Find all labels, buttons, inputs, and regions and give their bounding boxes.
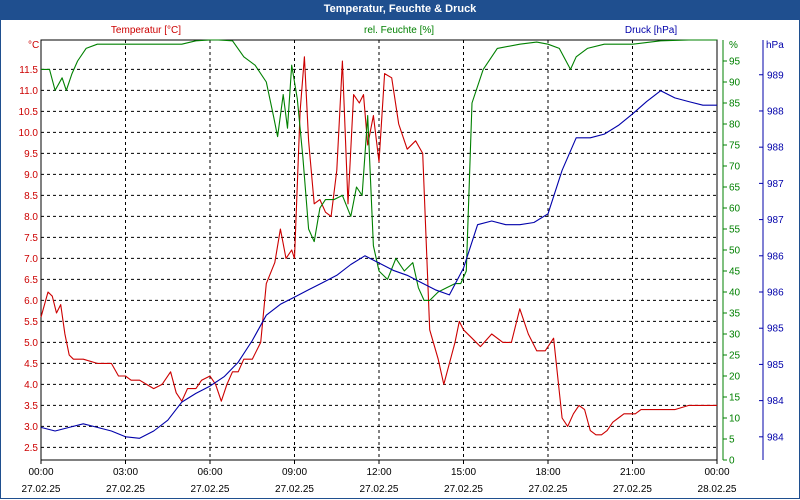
left-axis-label: Temperatur [°C] — [111, 25, 181, 36]
left-tick-label: 11.0 — [19, 86, 38, 97]
x-tick-label-date: 28.02.25 — [698, 484, 737, 495]
humidity-tick-label: 35 — [729, 309, 741, 320]
humidity-tick-label: 5 — [729, 435, 735, 446]
humidity-tick-label: 50 — [729, 246, 741, 257]
x-tick-label-date: 27.02.25 — [22, 484, 61, 495]
x-tick-label-time: 09:00 — [282, 467, 307, 478]
humidity-tick-label: 85 — [729, 99, 741, 110]
x-tick-label-date: 27.02.25 — [529, 484, 568, 495]
left-tick-label: 11.5 — [19, 65, 38, 76]
left-tick-label: 7.0 — [24, 254, 38, 265]
humidity-axis-unit: % — [729, 40, 738, 51]
left-tick-label: 5.5 — [24, 317, 38, 328]
left-tick-label: 9.0 — [24, 170, 38, 181]
series-group — [40, 39, 717, 439]
pressure-tick-label: 984 — [767, 432, 784, 443]
x-tick-label-date: 27.02.25 — [191, 484, 230, 495]
left-tick-label: 9.5 — [24, 149, 38, 160]
left-tick-label: 2.5 — [24, 443, 38, 454]
humidity-tick-label: 80 — [729, 120, 741, 131]
humidity-tick-label: 45 — [729, 267, 741, 278]
left-tick-label: 3.5 — [24, 401, 38, 412]
x-tick-label-date: 27.02.25 — [444, 484, 483, 495]
x-tick-label-time: 12:00 — [366, 467, 391, 478]
humidity-tick-label: 75 — [729, 141, 741, 152]
humidity-axis-label: rel. Feuchte [%] — [364, 25, 434, 36]
humidity-tick-label: 15 — [729, 393, 741, 404]
humidity-tick-label: 20 — [729, 372, 741, 383]
left-tick-label: 6.5 — [24, 275, 38, 286]
chart-title: Temperatur, Feuchte & Druck — [0, 0, 800, 20]
humidity-tick-label: 60 — [729, 204, 741, 215]
pressure-tick-label: 985 — [767, 360, 784, 371]
chart-area: 00:00 27.02.25 03:00 27.02.25 06:00 27.02.25 0… — [19, 25, 785, 495]
left-tick-label: 8.5 — [24, 191, 38, 202]
left-tick-label: 3.0 — [24, 422, 38, 433]
humidity-tick-label: 90 — [729, 78, 741, 89]
left-axis-unit: °C — [28, 40, 39, 51]
humidity-tick-label: 70 — [729, 162, 741, 173]
humidity-tick-label: 65 — [729, 183, 741, 194]
pressure-tick-label: 987 — [767, 215, 784, 226]
chart-frame: 00:00 27.02.25 03:00 27.02.25 06:00 27.02.25 0… — [0, 20, 800, 499]
humidity-line — [41, 39, 717, 301]
x-tick-label-date: 27.02.25 — [275, 484, 314, 495]
left-tick-label: 4.0 — [24, 380, 38, 391]
pressure-axis-label: Druck [hPa] — [625, 25, 677, 36]
pressure-tick-label: 986 — [767, 288, 784, 299]
temperature-line — [40, 56, 717, 436]
left-tick-label: 5.0 — [24, 338, 38, 349]
pressure-tick-label: 986 — [767, 251, 784, 262]
x-tick-label-date: 27.02.25 — [360, 484, 399, 495]
humidity-tick-label: 30 — [729, 330, 741, 341]
x-tick-label-time: 18:00 — [535, 467, 560, 478]
x-tick-label-time: 00:00 — [28, 467, 53, 478]
left-tick-label: 4.5 — [24, 359, 38, 370]
pressure-tick-label: 989 — [767, 70, 784, 81]
left-tick-label: 6.0 — [24, 296, 38, 307]
x-tick-label-date: 27.02.25 — [106, 484, 145, 495]
x-tick-label-time: 21:00 — [620, 467, 645, 478]
humidity-tick-label: 0 — [729, 456, 735, 467]
x-tick-label-time: 15:00 — [451, 467, 476, 478]
humidity-tick-label: 25 — [729, 351, 741, 362]
left-tick-label: 8.0 — [24, 212, 38, 223]
x-tick-label-time: 03:00 — [113, 467, 138, 478]
humidity-tick-label: 10 — [729, 414, 741, 425]
humidity-tick-label: 55 — [729, 225, 741, 236]
pressure-axis-unit: hPa — [766, 40, 784, 51]
pressure-tick-label: 988 — [767, 143, 784, 154]
left-tick-label: 7.5 — [24, 233, 38, 244]
pressure-line — [40, 90, 717, 439]
left-tick-label: 10.0 — [19, 128, 39, 139]
humidity-tick-label: 95 — [729, 57, 741, 68]
x-tick-label-date: 27.02.25 — [613, 484, 652, 495]
pressure-tick-label: 984 — [767, 396, 784, 407]
x-tick-label-time: 00:00 — [704, 467, 729, 478]
left-tick-label: 10.5 — [19, 107, 39, 118]
humidity-tick-label: 40 — [729, 288, 741, 299]
pressure-tick-label: 985 — [767, 324, 784, 335]
x-tick-label-time: 06:00 — [197, 467, 222, 478]
pressure-tick-label: 987 — [767, 179, 784, 190]
pressure-tick-label: 988 — [767, 106, 784, 117]
